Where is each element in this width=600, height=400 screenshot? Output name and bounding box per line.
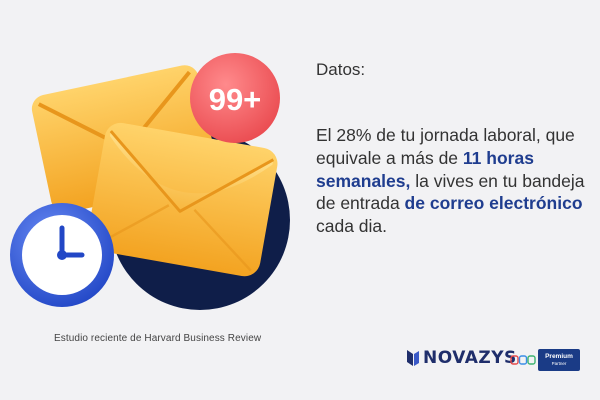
notification-count: 99+ xyxy=(209,82,262,117)
section-label: Datos: xyxy=(316,60,366,79)
statistic-statement: El 28% de tu jornada laboral, que equiva… xyxy=(316,124,596,238)
notification-badge: 99+ xyxy=(190,53,280,143)
front-envelope xyxy=(87,122,278,277)
partner-badge: Premium Partner xyxy=(508,349,580,371)
partner-logo-icon xyxy=(508,349,538,371)
source-caption: Estudio reciente de Harvard Business Rev… xyxy=(54,333,262,344)
novazys-mark-icon xyxy=(407,350,419,366)
statement-part-1: El 28% de tu jornada laboral, que equiva… xyxy=(316,125,575,168)
statement-part-2: la vives en tu bandeja de entrada xyxy=(316,170,585,214)
novazys-logo: NOVAZYS xyxy=(405,346,517,370)
brand-name: NOVAZYS xyxy=(423,348,517,368)
email-overload-illustration: 99+ xyxy=(10,53,290,310)
statement-part-3: cada dia. xyxy=(316,216,388,236)
highlight-email: de correo electrónico xyxy=(404,193,583,214)
premium-partner-label: Premium Partner xyxy=(538,349,580,371)
highlight-hours: 11 horas semanales, xyxy=(316,147,534,191)
clock-icon xyxy=(10,203,114,307)
